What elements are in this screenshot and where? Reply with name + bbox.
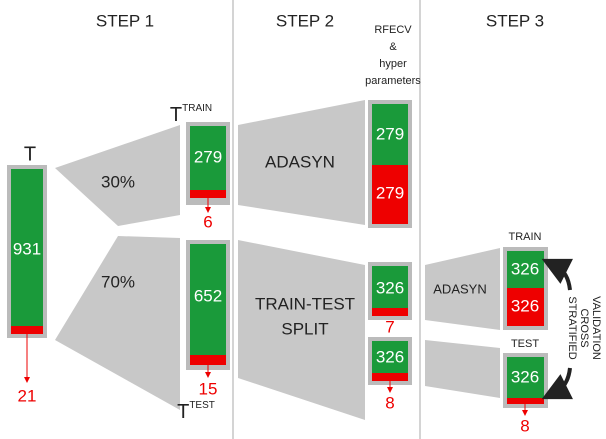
count: 326 [376,278,404,297]
minority [507,398,544,404]
minority-count: 8 [520,416,529,435]
rfecv-line: & [389,41,397,53]
count: 652 [194,286,222,305]
cv-label: STRATIFIED CROSS VALIDATION [566,296,602,360]
minority [507,288,544,326]
count: 326 [376,347,404,366]
label-sup: TRAIN [182,103,212,114]
rfecv-line: hyper [379,58,407,70]
cv-arrow [541,367,573,400]
minority-count: 15 [199,379,218,398]
minority-count: 7 [385,317,394,336]
majority [507,357,544,398]
funnel [425,340,500,398]
label-main: T [170,104,182,126]
majority [11,169,43,326]
minority [190,190,226,198]
cv-line: VALIDATION [590,296,602,360]
majority [372,104,408,165]
cv-arrow [541,258,573,291]
minority-count: 21 [18,386,37,405]
majority [372,341,408,373]
count: 279 [376,183,404,202]
minority [190,355,226,365]
count: 931 [13,239,41,258]
minority-count: 8 [385,393,394,412]
label-main: T [177,401,189,423]
count: 326 [511,259,539,278]
box-label: T [24,143,36,165]
step-label: STEP 1 [96,11,154,30]
box-label: TTRAIN [170,103,212,127]
majority [190,244,226,355]
rfecv-label: RFECV & hyper parameters [365,24,421,87]
minority [11,326,43,334]
majority [372,266,408,308]
rfecv-line: parameters [365,75,421,87]
count: 326 [511,296,539,315]
majority [190,126,226,190]
percent: 30% [101,172,135,191]
funnel [238,100,365,225]
count: 279 [194,147,222,166]
minority [372,373,408,381]
funnel [238,240,365,420]
funnel [425,248,500,330]
box-label: TTEST [177,400,215,424]
method: ADASYN [265,152,335,171]
step-label: STEP 2 [276,11,334,30]
count: 279 [376,124,404,143]
box-label: TEST [511,338,539,350]
percent: 70% [101,272,135,291]
cv-line: STRATIFIED [566,296,578,359]
method: SPLIT [281,319,328,338]
minority [372,308,408,316]
label-sup: TEST [189,400,215,411]
funnel [55,236,180,410]
funnel [55,125,180,226]
cv-line: CROSS [578,308,590,347]
step-label: STEP 3 [486,11,544,30]
rfecv-line: RFECV [374,24,412,36]
method: TRAIN-TEST [255,294,355,313]
box-label: TRAIN [509,231,542,243]
minority [372,165,408,224]
majority [507,251,544,288]
method: ADASYN [433,281,486,296]
minority-count: 6 [203,212,212,231]
funnels [55,100,500,420]
count: 326 [511,367,539,386]
